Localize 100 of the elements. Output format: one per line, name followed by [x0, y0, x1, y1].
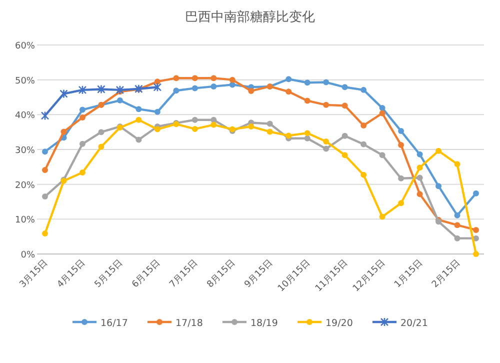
point	[266, 128, 273, 135]
point	[454, 212, 460, 218]
point	[360, 122, 367, 128]
y-tick-label: 40%	[14, 111, 36, 122]
point	[398, 142, 404, 148]
point	[154, 126, 160, 132]
point	[248, 124, 254, 130]
point	[454, 161, 460, 168]
point	[416, 174, 423, 181]
y-tick-label: 50%	[14, 76, 36, 86]
point	[436, 183, 442, 190]
point	[304, 98, 310, 104]
point	[304, 135, 310, 142]
point	[192, 85, 198, 92]
point	[173, 75, 180, 82]
point	[42, 167, 48, 174]
point	[97, 84, 106, 94]
point	[454, 222, 460, 228]
point	[154, 78, 160, 85]
x-tick-label: 10月15日	[276, 258, 312, 294]
point	[248, 88, 254, 94]
x-tick-label: 4月15日	[56, 258, 88, 290]
point	[360, 141, 367, 148]
point	[473, 251, 479, 257]
y-tick-label: 30%	[14, 146, 36, 156]
x-tick-label: 1月15日	[392, 258, 425, 290]
point	[379, 105, 386, 112]
x-tick-label: 11月15日	[314, 258, 350, 294]
point	[323, 146, 330, 152]
y-tick-label: 60%	[14, 42, 36, 52]
y-tick-label: 10%	[14, 216, 36, 226]
point	[416, 164, 423, 171]
point	[360, 172, 367, 178]
point	[210, 75, 217, 82]
point	[116, 97, 123, 104]
point	[60, 128, 67, 135]
point	[210, 122, 217, 128]
point	[323, 138, 330, 144]
y-tick-label: 0%	[20, 250, 36, 260]
point	[229, 76, 236, 83]
point	[286, 132, 292, 139]
point	[398, 175, 404, 182]
x-tick-label: 7月15日	[168, 258, 200, 290]
point	[192, 116, 198, 123]
point	[304, 130, 310, 136]
point	[436, 148, 442, 154]
legend-label: 20/21	[400, 318, 428, 329]
point	[454, 235, 460, 242]
point	[398, 128, 404, 134]
point	[342, 84, 348, 90]
legend-label: 17/18	[176, 318, 203, 329]
x-tick-label: 3月15日	[18, 258, 50, 290]
point	[116, 85, 124, 95]
point	[360, 86, 367, 93]
point	[98, 144, 104, 150]
x-tick-label: 2月15日	[430, 258, 462, 290]
legend-label: 19/20	[326, 318, 353, 329]
point	[323, 79, 330, 86]
point	[266, 120, 273, 127]
point	[416, 191, 423, 198]
chart-title: 巴西中南部糖醇比变化	[185, 10, 315, 25]
legend-label: 18/19	[250, 318, 278, 329]
point	[98, 129, 104, 136]
point	[154, 108, 160, 115]
point	[79, 106, 86, 113]
point	[192, 126, 198, 132]
point	[79, 114, 86, 120]
point	[40, 111, 50, 120]
point	[342, 152, 348, 158]
point	[153, 82, 162, 92]
point	[210, 83, 217, 90]
point	[323, 102, 330, 108]
point	[192, 75, 198, 82]
x-tick-label: 9月15日	[243, 258, 275, 290]
y-tick-label: 20%	[14, 180, 36, 191]
point	[379, 214, 386, 220]
x-tick-label: 12月15日	[351, 258, 388, 294]
point	[136, 136, 142, 143]
x-tick-label: 6月15日	[130, 258, 163, 290]
point	[173, 88, 180, 94]
point	[398, 200, 404, 206]
point	[42, 148, 48, 155]
point	[286, 76, 292, 82]
point	[136, 116, 142, 123]
point	[473, 226, 479, 233]
point	[78, 85, 87, 95]
point	[136, 106, 142, 112]
x-tick-label: 5月15日	[93, 258, 126, 290]
point	[304, 80, 310, 86]
point	[60, 89, 68, 98]
point	[416, 151, 423, 158]
point	[42, 194, 48, 200]
point	[42, 230, 48, 236]
point	[473, 190, 479, 196]
x-tick-label: 8月15日	[206, 258, 238, 290]
point	[379, 152, 386, 158]
point	[342, 132, 348, 139]
point	[379, 110, 386, 116]
point	[286, 88, 292, 95]
point	[79, 140, 86, 147]
